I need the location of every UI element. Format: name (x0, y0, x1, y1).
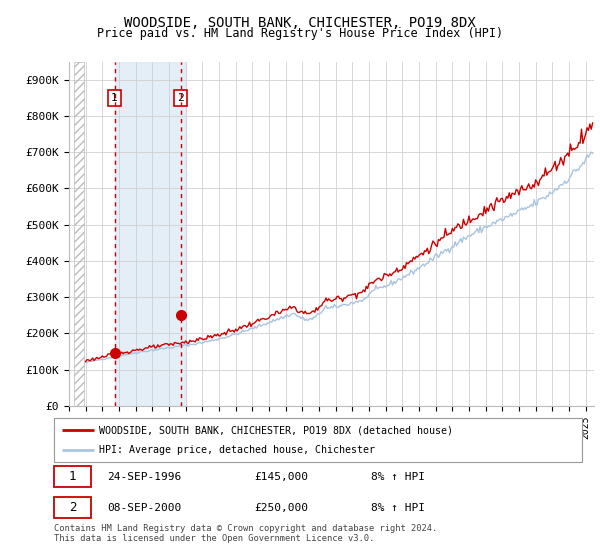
Text: £145,000: £145,000 (254, 472, 308, 482)
Bar (74, 62, 84, 406)
Text: 8% ↑ HPI: 8% ↑ HPI (371, 472, 425, 482)
Text: 24-SEP-1996: 24-SEP-1996 (107, 472, 181, 482)
FancyBboxPatch shape (54, 418, 582, 462)
FancyBboxPatch shape (54, 466, 91, 487)
Text: Contains HM Land Registry data © Crown copyright and database right 2024.
This d: Contains HM Land Registry data © Crown c… (54, 524, 437, 543)
Text: 8% ↑ HPI: 8% ↑ HPI (371, 503, 425, 512)
Text: 2: 2 (177, 93, 184, 103)
Text: 1: 1 (111, 93, 118, 103)
Text: Price paid vs. HM Land Registry's House Price Index (HPI): Price paid vs. HM Land Registry's House … (97, 27, 503, 40)
Text: 08-SEP-2000: 08-SEP-2000 (107, 503, 181, 512)
FancyBboxPatch shape (54, 497, 91, 518)
Text: WOODSIDE, SOUTH BANK, CHICHESTER, PO19 8DX: WOODSIDE, SOUTH BANK, CHICHESTER, PO19 8… (124, 16, 476, 30)
Text: 2: 2 (69, 501, 76, 514)
Text: 1: 1 (69, 470, 76, 483)
Bar (115, 62, 185, 406)
Text: HPI: Average price, detached house, Chichester: HPI: Average price, detached house, Chic… (99, 445, 375, 455)
Text: WOODSIDE, SOUTH BANK, CHICHESTER, PO19 8DX (detached house): WOODSIDE, SOUTH BANK, CHICHESTER, PO19 8… (99, 425, 453, 435)
Bar (74, 62, 84, 406)
Text: £250,000: £250,000 (254, 503, 308, 512)
